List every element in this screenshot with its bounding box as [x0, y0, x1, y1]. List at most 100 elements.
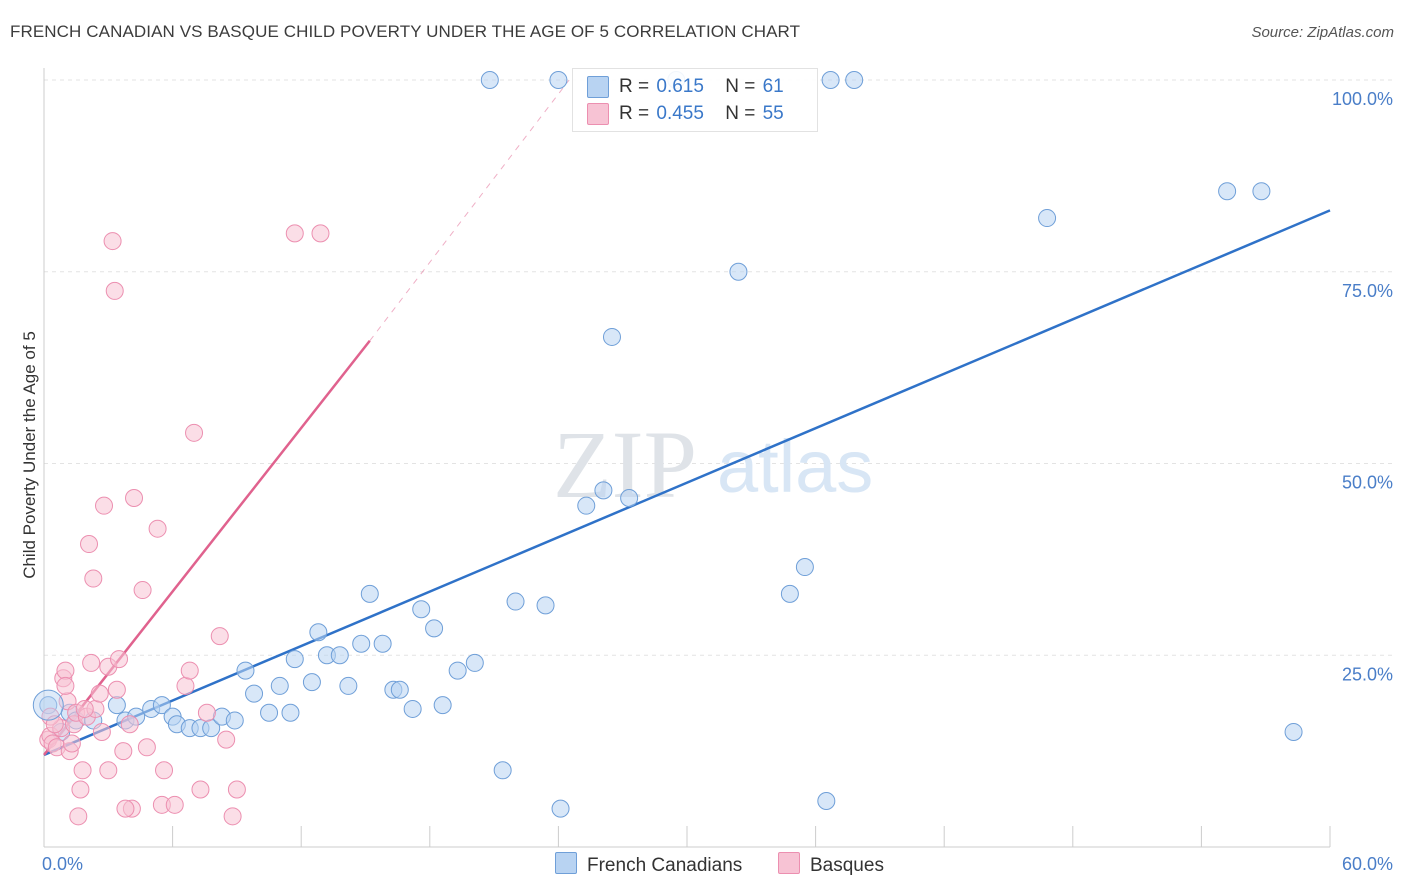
point-basques — [99, 761, 118, 780]
point-french-canadians — [506, 592, 525, 611]
point-french-canadians — [1284, 722, 1303, 741]
point-french-canadians — [390, 680, 409, 699]
legend-swatch-pink — [778, 852, 800, 874]
point-basques — [285, 224, 304, 243]
point-basques — [82, 653, 101, 672]
point-basques — [176, 676, 195, 695]
point-basques — [69, 807, 88, 826]
point-french-canadians — [577, 496, 596, 515]
point-french-canadians — [1252, 182, 1271, 201]
legend-row-french-canadians: R = 0.615 N = 61 — [587, 76, 784, 98]
point-basques — [227, 780, 246, 799]
point-basques — [217, 730, 236, 749]
point-basques — [114, 742, 133, 761]
trend-line-french-canadians — [43, 209, 1331, 757]
point-basques — [311, 224, 330, 243]
point-french-canadians — [1038, 209, 1057, 228]
y-tick-label: 75.0% — [1342, 281, 1393, 301]
point-french-canadians — [412, 600, 431, 619]
point-basques — [110, 650, 129, 669]
watermark-atlas: atlas — [717, 425, 873, 508]
point-french-canadians — [551, 799, 570, 818]
point-basques — [137, 738, 156, 757]
legend-item-basques: Basques — [778, 852, 884, 877]
legend-item-french-canadians: French Canadians — [555, 852, 742, 877]
x-tick-label: 60.0% — [1342, 854, 1393, 874]
legend-r-value: 0.615 — [656, 76, 704, 98]
legend-row-basques: R = 0.455 N = 55 — [587, 103, 784, 125]
point-basques — [75, 699, 94, 718]
legend-label-basques: Basques — [810, 855, 884, 876]
point-french-canadians — [433, 696, 452, 715]
point-french-canadians — [270, 676, 289, 695]
x-tick-label: 0.0% — [42, 854, 83, 874]
point-basques — [116, 799, 135, 818]
point-french-canadians — [330, 646, 349, 665]
point-basques — [80, 535, 99, 554]
point-french-canadians — [360, 584, 379, 603]
legend-n-label: N = — [725, 76, 756, 98]
watermark: ZIP atlas — [553, 411, 873, 518]
point-basques — [165, 795, 184, 814]
legend-n-label: N = — [725, 103, 756, 125]
legend-swatch-blue — [555, 852, 577, 874]
y-tick-label: 50.0% — [1342, 473, 1393, 493]
point-french-canadians — [225, 711, 244, 730]
point-french-canadians — [729, 262, 748, 281]
point-french-canadians — [245, 684, 264, 703]
trend-line-basques — [369, 79, 570, 342]
legend-label-french-canadians: French Canadians — [587, 855, 743, 876]
point-basques — [210, 627, 229, 646]
point-basques — [133, 581, 152, 600]
point-french-canadians — [260, 703, 279, 722]
point-french-canadians — [549, 71, 568, 89]
point-basques — [84, 569, 103, 588]
point-french-canadians — [780, 584, 799, 603]
point-french-canadians — [403, 699, 422, 718]
point-french-canadians — [620, 489, 639, 508]
point-french-canadians — [1218, 182, 1237, 201]
point-french-canadians — [493, 761, 512, 780]
point-basques — [180, 661, 199, 680]
legend-swatch-pink — [587, 103, 609, 125]
x-tick-labels: 0.0% 60.0% — [42, 854, 1393, 874]
y-tick-label: 25.0% — [1342, 664, 1393, 684]
y-tick-labels: 25.0% 50.0% 75.0% 100.0% — [1332, 89, 1393, 684]
point-basques — [90, 684, 109, 703]
chart-title: FRENCH CANADIAN VS BASQUE CHILD POVERTY … — [10, 22, 801, 41]
point-basques — [148, 519, 167, 538]
point-basques — [56, 676, 75, 695]
point-french-canadians — [302, 673, 321, 692]
legend-r-label: R = — [619, 103, 650, 125]
point-french-canadians — [107, 696, 126, 715]
stats-legend: R = 0.615 N = 61 R = 0.455 N = 55 — [572, 68, 818, 132]
point-basques — [191, 780, 210, 799]
point-basques — [223, 807, 242, 826]
point-basques — [125, 489, 144, 508]
point-french-canadians — [152, 696, 171, 715]
point-french-canadians — [236, 661, 255, 680]
point-basques — [73, 761, 92, 780]
point-french-canadians — [285, 650, 304, 669]
point-french-canadians — [281, 703, 300, 722]
legend-swatch-blue — [587, 76, 609, 98]
point-french-canadians — [448, 661, 467, 680]
point-basques — [103, 232, 122, 251]
point-french-canadians — [536, 596, 555, 615]
point-french-canadians — [352, 634, 371, 653]
legend-r-label: R = — [619, 76, 650, 98]
point-basques — [107, 680, 126, 699]
point-basques — [71, 780, 90, 799]
point-french-canadians — [425, 619, 444, 638]
legend-n-value: 61 — [762, 76, 784, 98]
point-basques — [185, 423, 204, 442]
point-basques — [120, 715, 139, 734]
point-french-canadians — [602, 327, 621, 346]
point-basques — [95, 496, 114, 515]
point-french-canadians — [32, 689, 64, 721]
y-tick-label: 100.0% — [1332, 89, 1393, 109]
point-french-canadians — [821, 71, 840, 89]
point-basques — [62, 734, 81, 753]
point-french-canadians — [795, 558, 814, 577]
